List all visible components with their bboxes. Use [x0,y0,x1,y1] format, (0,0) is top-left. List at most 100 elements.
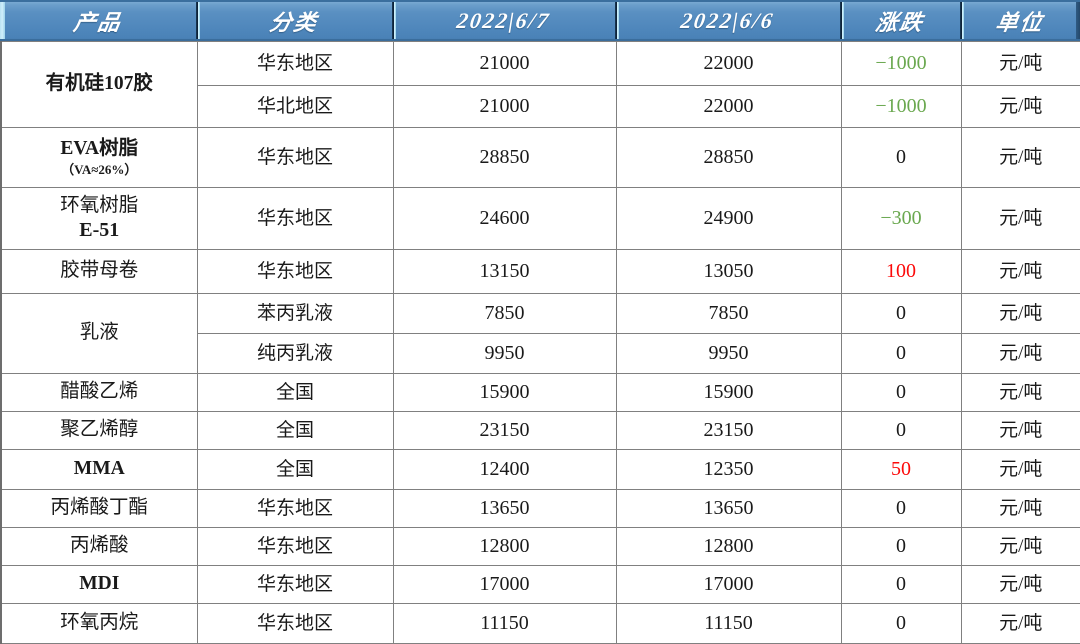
cell-product: 聚乙烯醇 [0,411,198,450]
cell-change: 100 [840,249,962,294]
table-row: 醋酸乙烯 全国 15900 15900 0 元/吨 [0,373,1080,412]
cell-price-date1: 28850 [392,127,617,188]
cell-category: 华东地区 [196,603,394,644]
cell-price-date2: 23150 [615,411,842,450]
cell-price-date2: 12800 [615,527,842,566]
product-name: MDI [79,573,120,595]
cell-category: 华东地区 [196,249,394,294]
cell-product: 丙烯酸丁酯 [0,489,198,528]
cell-category: 华东地区 [196,489,394,528]
table-body: 有机硅107胶 华东地区 21000 22000 −1000 元/吨 华北地区 21000 22… [0,41,1080,644]
cell-product: 醋酸乙烯 [0,373,198,412]
cell-change: 0 [840,489,962,528]
product-name: 醋酸乙烯 [60,381,139,403]
column-header-change[interactable]: 涨跌 [840,2,960,39]
cell-category: 全国 [196,411,394,450]
cell-price-date1: 12800 [392,527,617,566]
cell-product: 乳液 [0,293,198,374]
cell-product: 环氧树脂 E-51 [0,187,198,250]
cell-product: 有机硅107胶 [0,41,198,128]
product-name: 聚乙烯醇 [60,419,139,441]
cell-unit: 元/吨 [960,527,1080,566]
table-row: 聚乙烯醇 全国 23150 23150 0 元/吨 [0,411,1080,450]
cell-price-date1: 21000 [392,41,617,86]
cell-change: 0 [840,293,962,334]
product-name: 丙烯酸 [69,535,129,557]
cell-price-date2: 22000 [615,85,842,128]
cell-unit: 元/吨 [960,489,1080,528]
cell-category: 华东地区 [196,527,394,566]
cell-price-date2: 28850 [615,127,842,188]
cell-change: 0 [840,527,962,566]
cell-unit: 元/吨 [960,187,1080,250]
cell-change: 0 [840,127,962,188]
product-name: EVA树脂 [60,137,139,159]
table-row: 环氧丙烷 华东地区 11150 11150 0 元/吨 [0,603,1080,644]
cell-price-date1: 7850 [392,293,617,334]
column-header-date1-label: 2022|6/7 [455,7,553,33]
product-name: 环氧树脂 [60,194,139,216]
column-header-product[interactable]: 产品 [0,2,196,39]
product-name: 胶带母卷 [60,260,139,282]
cell-product: MDI [0,565,198,604]
cell-product: 胶带母卷 [0,249,198,294]
cell-unit: 元/吨 [960,249,1080,294]
table-row: 丙烯酸 华东地区 12800 12800 0 元/吨 [0,527,1080,566]
cell-change: −1000 [840,85,962,128]
table-row: 丙烯酸丁酯 华东地区 13650 13650 0 元/吨 [0,489,1080,528]
cell-category: 华东地区 [196,187,394,250]
cell-price-date1: 15900 [392,373,617,412]
product-name: 乳液 [79,322,119,344]
column-header-category-label: 分类 [267,9,320,35]
cell-change: 0 [840,411,962,450]
cell-price-date1: 21000 [392,85,617,128]
product-name: MMA [73,458,125,480]
cell-price-date2: 13050 [615,249,842,294]
cell-unit: 元/吨 [960,565,1080,604]
column-header-category[interactable]: 分类 [196,2,392,39]
table-row: 环氧树脂 E-51 华东地区 24600 24900 −300 元/吨 [0,187,1080,250]
cell-unit: 元/吨 [960,41,1080,86]
table-header-row: 产品 分类 2022|6/7 2022|6/6 涨跌 单位 [0,0,1080,41]
cell-change: −300 [840,187,962,250]
cell-category: 全国 [196,373,394,412]
product-name: 丙烯酸丁酯 [50,497,148,519]
table-row: MDI 华东地区 17000 17000 0 元/吨 [0,565,1080,604]
cell-change: 0 [840,373,962,412]
cell-price-date1: 11150 [392,603,617,644]
cell-price-date2: 12350 [615,449,842,490]
cell-unit: 元/吨 [960,373,1080,412]
product-name: 环氧丙烷 [60,612,139,634]
cell-change: 0 [840,565,962,604]
cell-price-date2: 13650 [615,489,842,528]
column-header-unit[interactable]: 单位 [960,2,1080,39]
cell-price-date2: 17000 [615,565,842,604]
table-row: 有机硅107胶 华东地区 21000 22000 −1000 元/吨 [0,41,1080,128]
table-row: 华北地区 21000 22000 −1000 元/吨 [1,85,1080,128]
table-row: EVA树脂 （VA≈26%） 华东地区 28850 28850 0 元/吨 [0,127,1080,188]
column-header-product-label: 产品 [71,9,124,35]
cell-price-date2: 24900 [615,187,842,250]
cell-unit: 元/吨 [960,449,1080,490]
column-header-date1[interactable]: 2022|6/7 [392,2,615,39]
product-grade: E-51 [79,219,120,242]
product-name: 有机硅107胶 [45,73,153,95]
cell-category: 华东地区 [196,41,394,86]
cell-price-date2: 9950 [615,333,842,374]
product-spec: （VA≈26%） [61,162,138,178]
cell-unit: 元/吨 [960,293,1080,334]
column-header-date2-label: 2022|6/6 [679,7,777,33]
cell-price-date2: 7850 [615,293,842,334]
cell-unit: 元/吨 [960,127,1080,188]
column-header-change-label: 涨跌 [873,9,926,35]
cell-product: 环氧丙烷 [0,603,198,644]
table-row: 胶带母卷 华东地区 13150 13050 100 元/吨 [0,249,1080,294]
cell-price-date1: 9950 [392,333,617,374]
cell-price-date1: 23150 [392,411,617,450]
table-row: MMA 全国 12400 12350 50 元/吨 [0,449,1080,490]
cell-product: EVA树脂 （VA≈26%） [0,127,198,188]
cell-price-date1: 17000 [392,565,617,604]
cell-price-date1: 13150 [392,249,617,294]
column-header-date2[interactable]: 2022|6/6 [615,2,840,39]
